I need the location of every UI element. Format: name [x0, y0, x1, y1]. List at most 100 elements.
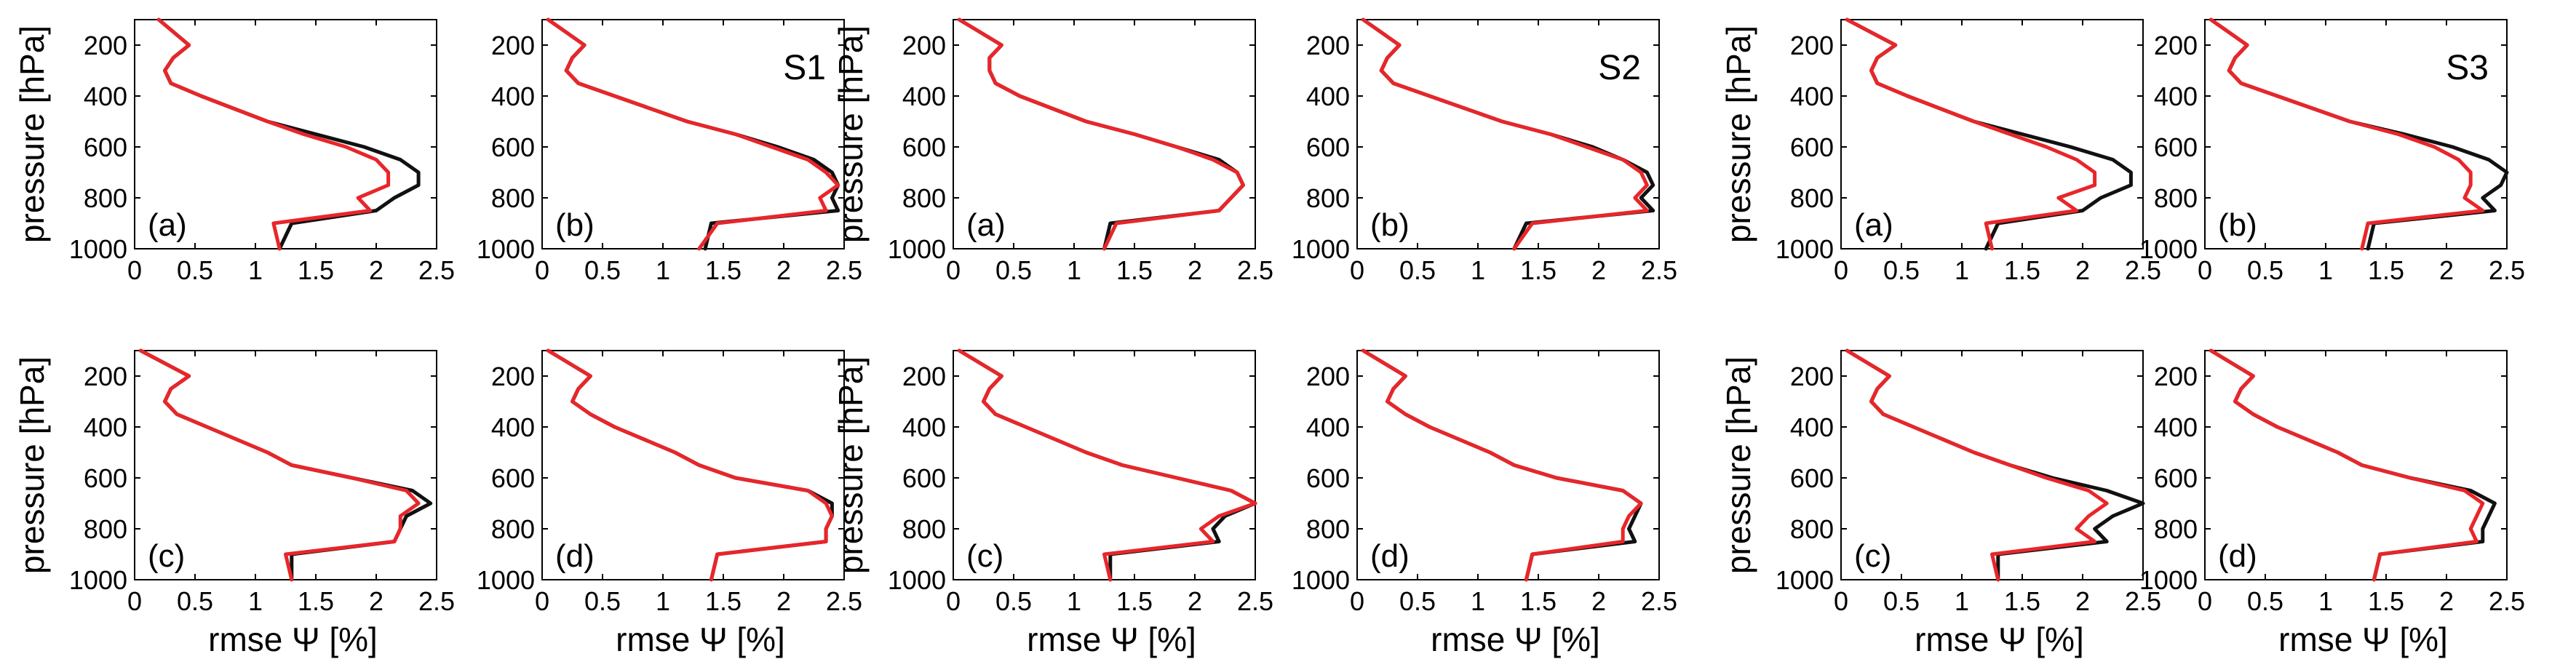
x-tick-label: 2	[2439, 586, 2454, 616]
y-tick-label: 400	[2154, 81, 2198, 111]
x-tick-label: 1	[2318, 255, 2333, 285]
panel-label: (d)	[1370, 538, 1410, 574]
y-tick-label: 600	[1790, 463, 1834, 493]
x-tick-label: 2.5	[826, 586, 862, 616]
y-tick-label: 1000	[888, 234, 946, 264]
panel-label: (b)	[2218, 207, 2257, 243]
y-tick-label: 200	[1306, 31, 1350, 60]
y-tick-label: 400	[2154, 412, 2198, 442]
x-tick-label: 2	[2075, 255, 2090, 285]
scenario-label: S1	[783, 49, 826, 87]
x-tick-label: 2.5	[2489, 255, 2525, 285]
x-tick-label: 0.5	[584, 586, 621, 616]
panel-7: 0 0.5 1 1.5 2 2.5 200 400 600 800 1000 (c) pressure …	[13, 348, 455, 658]
x-tick-label: 1.5	[298, 586, 334, 616]
x-tick-label: 2.5	[418, 586, 455, 616]
x-axis-label: rmse Ψ [%]	[1027, 620, 1196, 658]
x-tick-label: 1.5	[705, 586, 742, 616]
x-tick-label: 2.5	[418, 255, 455, 285]
series-line-red	[1361, 348, 1643, 582]
x-tick-label: 2	[1188, 586, 1202, 616]
x-tick-label: 0.5	[1883, 255, 1920, 285]
plot-frame	[1840, 350, 2144, 580]
y-axis-label: pressure [hPa]	[832, 356, 870, 574]
y-tick-label: 1000	[1292, 565, 1350, 595]
scenario-label: S3	[2446, 49, 2489, 87]
x-tick-label: 0.5	[177, 255, 213, 285]
x-tick-label: 0	[1834, 586, 1848, 616]
y-tick-label: 600	[491, 463, 535, 493]
series-line-black	[156, 17, 421, 251]
y-tick-label: 400	[84, 81, 127, 111]
y-tick-label: 800	[2154, 183, 2198, 213]
x-axis-label: rmse Ψ [%]	[2278, 620, 2448, 658]
x-tick-label: 1.5	[298, 255, 334, 285]
panel-label: (c)	[966, 538, 1003, 574]
x-tick-label: 0	[127, 255, 142, 285]
panel-label: (c)	[148, 538, 185, 574]
y-tick-label: 400	[1790, 81, 1834, 111]
x-tick-label: 0	[2198, 255, 2212, 285]
x-tick-label: 1.5	[2368, 586, 2404, 616]
x-tick-label: 1	[1471, 255, 1485, 285]
x-tick-label: 2.5	[826, 255, 862, 285]
y-tick-label: 200	[902, 31, 946, 60]
x-tick-label: 1.5	[2004, 255, 2040, 285]
x-tick-label: 0	[535, 586, 549, 616]
x-tick-label: 2.5	[1237, 255, 1273, 285]
panel-2: 0 0.5 1 1.5 2 2.5 200 400 600 800 1000 (b) S1	[477, 17, 862, 285]
x-tick-label: 0.5	[2247, 255, 2283, 285]
y-tick-label: 800	[902, 514, 946, 544]
y-tick-label: 800	[1790, 514, 1834, 544]
x-tick-label: 1.5	[1520, 255, 1557, 285]
x-axis-label: rmse Ψ [%]	[1431, 620, 1600, 658]
y-tick-label: 1000	[1776, 234, 1834, 264]
x-tick-label: 1	[248, 586, 263, 616]
x-tick-label: 2	[369, 586, 383, 616]
x-tick-label: 2.5	[2125, 586, 2161, 616]
x-tick-label: 2.5	[1237, 586, 1273, 616]
plot-frame	[2204, 350, 2508, 580]
panel-10: 0 0.5 1 1.5 2 2.5 200 400 600 800 1000 (d) rmse Ψ [%…	[1292, 348, 1677, 658]
panel-label: (b)	[1370, 207, 1410, 243]
y-tick-label: 200	[84, 31, 127, 60]
x-axis-label: rmse Ψ [%]	[1915, 620, 2084, 658]
x-tick-label: 0.5	[2247, 586, 2283, 616]
panel-1: 0 0.5 1 1.5 2 2.5 200 400 600 800 1000 (a) pressure …	[13, 17, 455, 285]
y-tick-label: 200	[2154, 31, 2198, 60]
y-tick-label: 600	[491, 132, 535, 162]
y-tick-label: 800	[902, 183, 946, 213]
y-tick-label: 400	[491, 81, 535, 111]
x-tick-label: 1	[1955, 255, 1969, 285]
y-tick-label: 400	[491, 412, 535, 442]
x-tick-label: 1.5	[2368, 255, 2404, 285]
x-tick-label: 0	[1834, 255, 1848, 285]
y-tick-label: 400	[1306, 412, 1350, 442]
x-tick-label: 1	[1955, 586, 1969, 616]
y-axis-label: pressure [hPa]	[832, 25, 870, 243]
y-tick-label: 800	[491, 514, 535, 544]
y-tick-label: 800	[84, 514, 127, 544]
y-tick-label: 1000	[69, 234, 127, 264]
panel-5: 0 0.5 1 1.5 2 2.5 200 400 600 800 1000 (a) pressure …	[1720, 17, 2161, 285]
x-tick-label: 2	[2439, 255, 2454, 285]
y-tick-label: 600	[1306, 463, 1350, 493]
x-tick-label: 2	[1591, 255, 1606, 285]
x-tick-label: 2	[369, 255, 383, 285]
series-line-red	[2209, 17, 2485, 251]
y-tick-label: 200	[84, 362, 127, 391]
y-tick-label: 1000	[69, 565, 127, 595]
panel-label: (d)	[2218, 538, 2257, 574]
y-tick-label: 400	[1790, 412, 1834, 442]
y-tick-label: 200	[902, 362, 946, 391]
x-tick-label: 1.5	[1116, 586, 1153, 616]
panel-8: 0 0.5 1 1.5 2 2.5 200 400 600 800 1000 (d) rmse Ψ [%…	[477, 348, 862, 658]
y-tick-label: 600	[84, 132, 127, 162]
y-tick-label: 200	[2154, 362, 2198, 391]
x-tick-label: 0	[946, 255, 961, 285]
x-tick-label: 0	[535, 255, 549, 285]
x-tick-label: 1	[656, 255, 670, 285]
series-line-red	[138, 348, 421, 582]
y-tick-label: 1000	[2139, 565, 2198, 595]
plot-frame	[1356, 19, 1660, 249]
